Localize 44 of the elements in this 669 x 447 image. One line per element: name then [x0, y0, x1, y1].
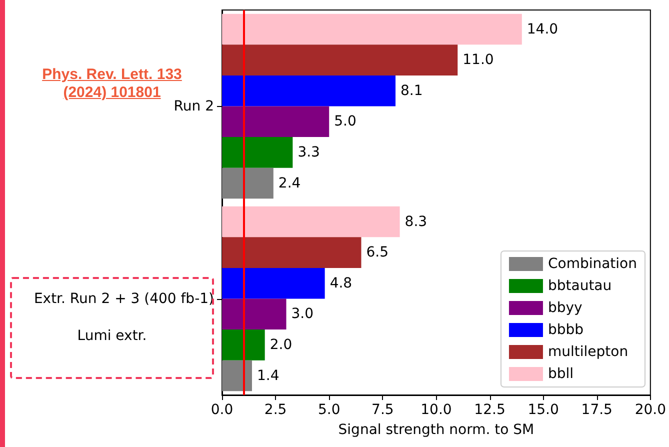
data-label: 11.0: [462, 52, 494, 68]
data-label: 4.8: [330, 275, 352, 292]
x-tick-label: 10.0: [420, 402, 452, 418]
data-label: 6.5: [366, 244, 388, 261]
bar: [222, 44, 458, 76]
x-tick-label: 20.0: [634, 402, 666, 418]
data-label: 14.0: [526, 21, 558, 38]
x-tick-label: 0.0: [210, 402, 234, 418]
bar: [222, 106, 330, 138]
y-tick-label: Extr. Run 2 + 3 (400 fb-1): [34, 290, 214, 307]
bar: [222, 137, 293, 168]
legend-label: Combination: [548, 256, 638, 272]
text: Lumi extr.: [76, 328, 148, 344]
data-label: 2.0: [270, 336, 292, 353]
x-tick-label: 5.0: [318, 402, 340, 418]
bar: [222, 237, 362, 268]
x-tick-label: 17.5: [581, 402, 612, 418]
text: Phys. Rev. Lett. 133 (2024) 101801: [42, 66, 182, 101]
data-label: 3.0: [291, 306, 314, 322]
data-label: 3.3: [298, 144, 320, 160]
x-tick-label: 7.5: [372, 402, 394, 418]
data-label: 1.4: [256, 368, 280, 384]
data-label: 2.4: [278, 175, 301, 192]
bar: [222, 75, 396, 106]
data-label: 5.0: [334, 114, 356, 130]
x-tick-label: 15.0: [528, 402, 559, 418]
x-tick-label: 12.5: [474, 402, 506, 418]
bar: [222, 330, 265, 360]
bar: [222, 360, 252, 392]
y-tick-label: Run 2: [174, 98, 214, 114]
bar: [222, 268, 325, 299]
data-label: 8.3: [404, 214, 428, 230]
legend-label: multilepton: [548, 344, 628, 360]
legend-label: bbtautau: [548, 278, 612, 294]
bar: [222, 168, 274, 199]
legend-label: bbll: [548, 366, 574, 382]
bar: [222, 14, 522, 45]
x-axis-title: Signal strength norm. to SM: [338, 422, 534, 438]
legend-label: bbyy: [548, 300, 582, 316]
bar: [222, 298, 286, 330]
bar: [222, 206, 400, 238]
legend-label: bbbb: [548, 322, 584, 338]
x-tick-label: 2.5: [264, 402, 287, 418]
data-label: 8.1: [400, 82, 423, 99]
